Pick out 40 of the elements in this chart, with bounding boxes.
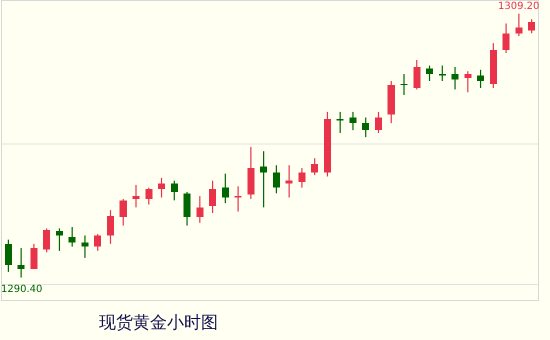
candlestick	[413, 59, 420, 90]
candlestick	[515, 13, 522, 37]
candlestick	[477, 69, 484, 89]
candlestick	[106, 210, 114, 244]
candlestick	[43, 228, 50, 253]
candlestick	[374, 111, 382, 134]
annotation: 1290.40	[1, 284, 42, 295]
candlestick	[170, 180, 178, 201]
candlestick	[502, 22, 510, 54]
candlestick	[120, 198, 127, 226]
candlestick	[209, 180, 216, 214]
candlestick	[18, 247, 25, 278]
candlestick	[349, 111, 356, 131]
text: 现货黄金小时图	[99, 313, 218, 332]
candlestick	[196, 196, 204, 224]
candlestick	[145, 187, 152, 206]
candlestick	[528, 18, 536, 34]
candlestick	[452, 66, 459, 90]
candlestick	[426, 64, 434, 82]
candlestick	[336, 111, 344, 134]
candlestick	[272, 164, 280, 194]
candlestick	[94, 233, 102, 252]
candlestick	[362, 116, 370, 138]
candlestick	[184, 191, 191, 226]
candlestick	[438, 64, 446, 82]
annotation: 1309.20	[498, 1, 540, 12]
candlestick	[234, 186, 242, 212]
candlestick	[311, 158, 318, 176]
candlestick	[286, 164, 293, 198]
candlestick	[4, 239, 12, 273]
candlestick	[56, 228, 63, 252]
candlestick	[132, 184, 140, 208]
candlestick	[81, 234, 88, 258]
candlestick	[260, 150, 268, 208]
candlestick	[298, 167, 306, 188]
candlestick	[464, 70, 472, 93]
candlestick	[222, 173, 229, 204]
candlestick	[68, 226, 76, 248]
candlestick	[158, 177, 166, 198]
candlestick	[30, 243, 38, 270]
